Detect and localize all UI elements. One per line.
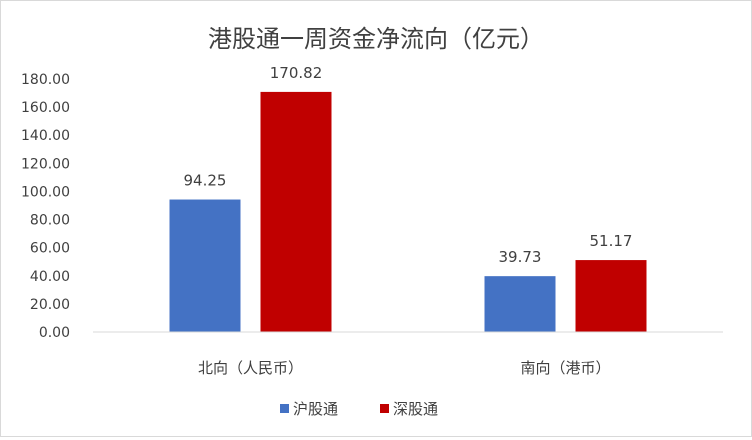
- data-label: 94.25: [184, 172, 227, 190]
- bar: [260, 91, 332, 332]
- data-label: 170.82: [270, 64, 323, 82]
- legend-label: 沪股通: [293, 400, 338, 418]
- chart-title: 港股通一周资金净流向（亿元）: [208, 25, 544, 53]
- x-axis: 北向（人民币） 南向（港币）: [198, 359, 611, 377]
- y-tick-label: 20.00: [30, 297, 70, 313]
- x-tick-label: 南向（港币）: [520, 359, 610, 377]
- x-tick-label: 北向（人民币）: [198, 359, 303, 377]
- y-tick-label: 0.00: [39, 325, 70, 341]
- legend-swatch: [280, 404, 289, 413]
- bar: [484, 276, 556, 332]
- y-tick-label: 40.00: [30, 269, 70, 285]
- legend: 沪股通 深股通: [280, 400, 438, 418]
- y-tick-label: 120.00: [21, 156, 70, 172]
- bars: [169, 91, 647, 332]
- data-labels: 94.25 170.82 39.73 51.17: [184, 64, 633, 266]
- y-tick-label: 160.00: [21, 100, 70, 116]
- y-tick-label: 140.00: [21, 128, 70, 144]
- legend-swatch: [380, 404, 389, 413]
- data-label: 51.17: [590, 232, 633, 250]
- y-tick-label: 100.00: [21, 184, 70, 200]
- y-tick-label: 60.00: [30, 241, 70, 257]
- data-label: 39.73: [499, 248, 542, 266]
- y-tick-label: 80.00: [30, 213, 70, 229]
- y-axis: 0.00 20.00 40.00 60.00 80.00 100.00 120.00 140.…: [21, 72, 70, 341]
- legend-label: 深股通: [393, 400, 438, 418]
- bar: [169, 199, 241, 332]
- bar: [575, 260, 647, 332]
- y-tick-label: 180.00: [21, 72, 70, 88]
